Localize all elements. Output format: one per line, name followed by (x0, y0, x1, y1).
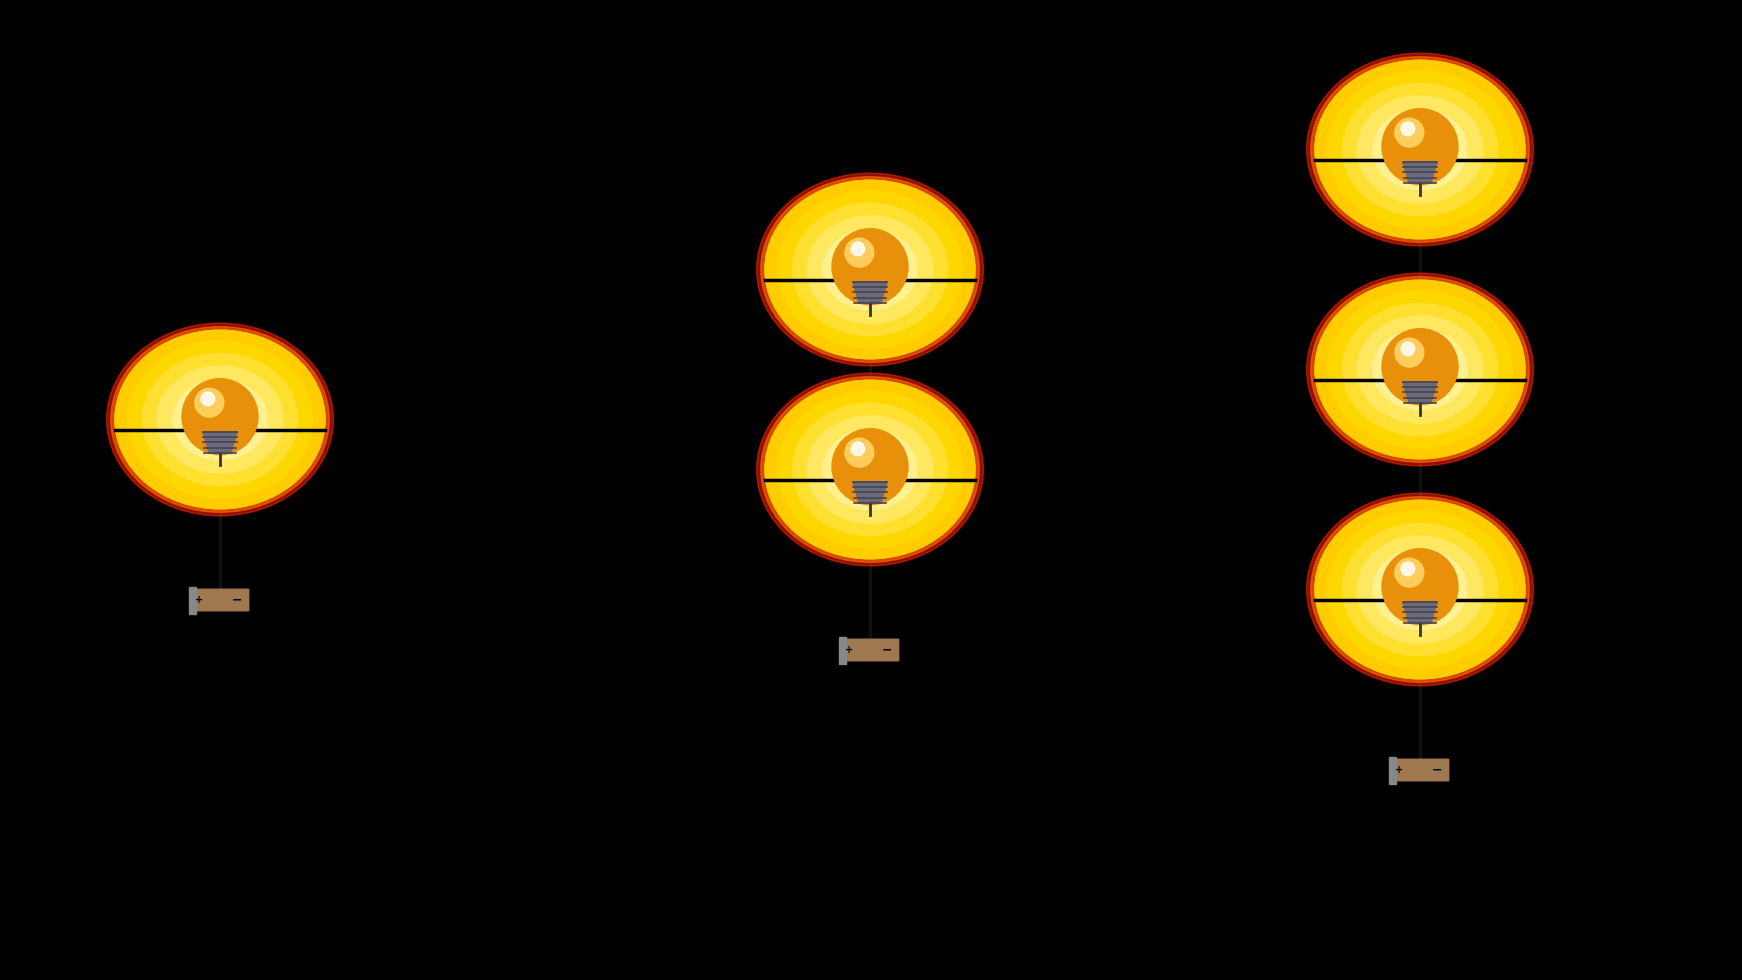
Ellipse shape (761, 376, 979, 563)
Ellipse shape (106, 323, 333, 515)
Ellipse shape (756, 173, 984, 366)
Ellipse shape (111, 326, 329, 513)
Ellipse shape (822, 429, 918, 510)
Text: +: + (1395, 765, 1402, 775)
Ellipse shape (157, 366, 282, 473)
Ellipse shape (1306, 53, 1533, 246)
Polygon shape (1402, 382, 1437, 403)
Ellipse shape (1343, 83, 1498, 216)
Ellipse shape (1343, 304, 1498, 435)
Circle shape (200, 392, 214, 406)
Circle shape (1401, 122, 1415, 135)
Ellipse shape (777, 191, 962, 348)
Ellipse shape (1327, 291, 1512, 448)
Ellipse shape (1388, 343, 1451, 396)
Ellipse shape (1315, 280, 1524, 459)
Ellipse shape (1343, 523, 1498, 656)
Ellipse shape (854, 255, 887, 284)
FancyBboxPatch shape (840, 636, 847, 663)
Circle shape (852, 242, 864, 256)
Circle shape (181, 378, 258, 455)
Ellipse shape (765, 180, 976, 359)
Ellipse shape (1327, 71, 1512, 228)
Circle shape (845, 238, 874, 268)
Ellipse shape (765, 380, 976, 559)
Circle shape (1381, 549, 1458, 624)
Circle shape (195, 388, 223, 417)
Ellipse shape (1404, 135, 1437, 164)
Ellipse shape (1404, 575, 1437, 604)
Ellipse shape (1388, 563, 1451, 616)
Ellipse shape (1388, 122, 1451, 176)
Circle shape (1395, 338, 1423, 368)
Polygon shape (854, 282, 887, 303)
Text: +: + (845, 645, 854, 655)
Ellipse shape (807, 416, 934, 523)
Ellipse shape (1310, 276, 1529, 463)
Circle shape (1401, 342, 1415, 356)
Ellipse shape (1357, 96, 1482, 203)
FancyBboxPatch shape (195, 589, 249, 611)
Polygon shape (854, 482, 887, 503)
Ellipse shape (1315, 280, 1524, 459)
Ellipse shape (172, 379, 267, 460)
Ellipse shape (756, 373, 984, 565)
Ellipse shape (1306, 493, 1533, 686)
Circle shape (833, 228, 908, 305)
Ellipse shape (1306, 273, 1533, 466)
Polygon shape (1402, 162, 1437, 183)
Ellipse shape (838, 443, 902, 496)
Circle shape (1401, 562, 1415, 575)
Ellipse shape (777, 391, 962, 548)
FancyBboxPatch shape (1394, 760, 1449, 781)
Polygon shape (1402, 602, 1437, 623)
Ellipse shape (1373, 110, 1467, 190)
Text: −: − (881, 644, 892, 657)
Text: −: − (1432, 763, 1442, 776)
Circle shape (1395, 119, 1423, 147)
Ellipse shape (204, 405, 237, 434)
Ellipse shape (1310, 497, 1529, 682)
Ellipse shape (793, 404, 948, 535)
Ellipse shape (793, 204, 948, 335)
Ellipse shape (1327, 511, 1512, 668)
Circle shape (845, 438, 874, 467)
Ellipse shape (188, 393, 251, 446)
FancyBboxPatch shape (188, 586, 197, 613)
Ellipse shape (761, 176, 979, 363)
Ellipse shape (838, 243, 902, 296)
Ellipse shape (115, 330, 326, 509)
Ellipse shape (765, 380, 976, 559)
Ellipse shape (822, 229, 918, 310)
FancyBboxPatch shape (1388, 757, 1397, 783)
Ellipse shape (1315, 60, 1524, 239)
Polygon shape (202, 432, 237, 453)
Ellipse shape (1404, 355, 1437, 384)
Text: +: + (195, 595, 204, 605)
Text: −: − (232, 594, 242, 607)
Circle shape (1381, 109, 1458, 184)
Circle shape (852, 442, 864, 456)
Circle shape (1381, 328, 1458, 405)
Ellipse shape (854, 456, 887, 484)
Ellipse shape (1310, 57, 1529, 242)
Circle shape (833, 428, 908, 505)
Ellipse shape (1315, 500, 1524, 679)
Ellipse shape (807, 216, 934, 323)
Ellipse shape (143, 354, 298, 485)
Circle shape (1395, 559, 1423, 587)
Ellipse shape (1373, 329, 1467, 410)
Ellipse shape (765, 180, 976, 359)
Ellipse shape (115, 330, 326, 509)
Ellipse shape (1373, 550, 1467, 630)
Ellipse shape (1357, 316, 1482, 423)
Ellipse shape (1315, 500, 1524, 679)
FancyBboxPatch shape (845, 639, 899, 661)
Ellipse shape (127, 341, 312, 498)
Ellipse shape (1357, 536, 1482, 643)
Ellipse shape (1315, 60, 1524, 239)
